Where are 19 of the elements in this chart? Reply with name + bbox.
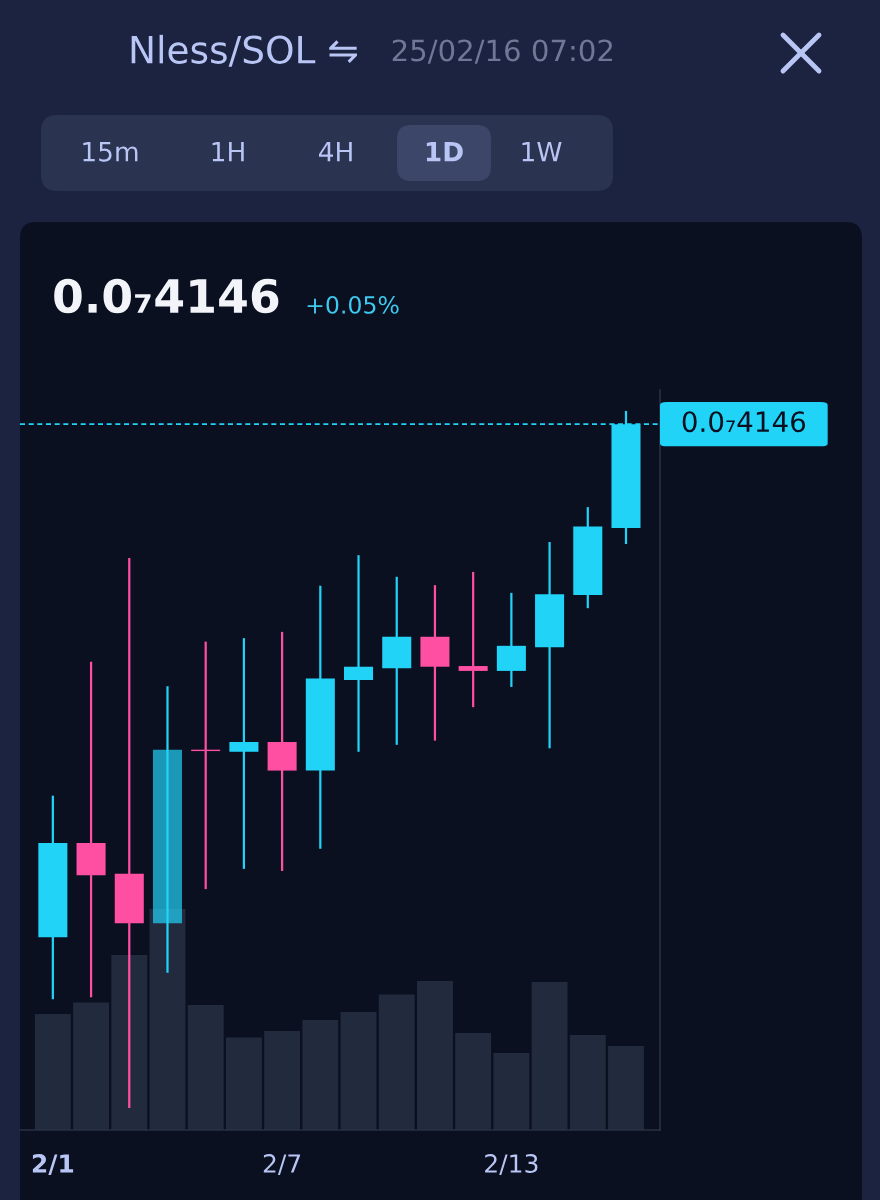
chart-title: Nless/SOL ⇋ (131, 34, 357, 67)
text: 1D (426, 142, 463, 162)
text: 1H (212, 142, 244, 162)
candlestick (458, 570, 488, 709)
text: 1W (522, 142, 562, 162)
candlestick (267, 630, 297, 873)
candlestick (344, 554, 374, 753)
text: 0.0₇4146 (54, 278, 279, 314)
x-tick-label: 2/7 (263, 1154, 301, 1175)
x-tick-label: 2/1 (32, 1154, 74, 1175)
candlestick (76, 660, 106, 999)
text: +0.05% (307, 295, 399, 314)
text: 15m (83, 142, 138, 162)
candlestick (114, 556, 144, 1110)
text: 4H (318, 142, 352, 162)
chart-subtitle: 25/02/16 07:02 (392, 39, 613, 64)
candlestick (229, 637, 259, 870)
x-tick-label: 2/13 (485, 1154, 538, 1175)
ref-line-label: 0.0₇4146 (682, 411, 806, 433)
